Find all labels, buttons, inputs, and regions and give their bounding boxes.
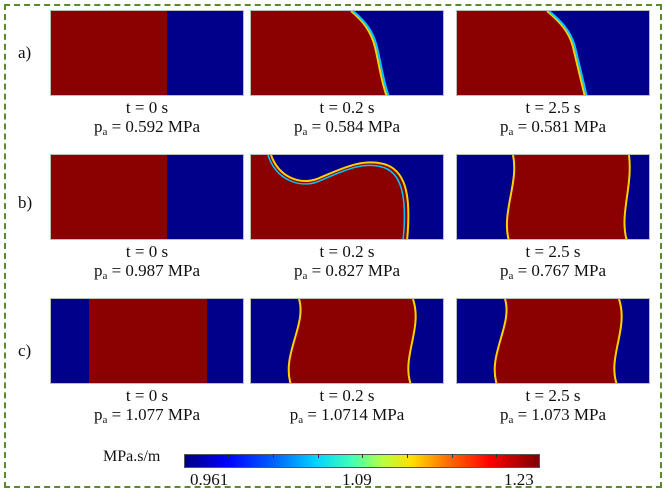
colorbar-tick [273, 454, 274, 458]
colorbar-mid-label: 1.09 [342, 470, 372, 489]
panel-a-t0 [50, 10, 244, 96]
pressure-label: pa = 0.581 MPa [499, 117, 607, 138]
pressure-label: pa = 1.077 MPa [93, 405, 201, 426]
time-label: t = 2.5 s [525, 98, 581, 117]
panel-c-t25 [456, 298, 650, 384]
pressure-label: pa = 0.767 MPa [499, 261, 607, 282]
panel-b-t25 [456, 154, 650, 240]
time-label: t = 2.5 s [525, 386, 581, 405]
row-label-c: c) [18, 341, 32, 360]
time-label: t = 0.2 s [319, 98, 375, 117]
colorbar-tick [318, 454, 319, 458]
figure-frame [4, 4, 662, 488]
row-label-a: a) [18, 43, 32, 62]
row-label-b: b) [18, 193, 33, 212]
pressure-label: pa = 1.073 MPa [499, 405, 607, 426]
panel-b-t02 [250, 154, 444, 240]
pressure-label: pa = 1.0714 MPa [289, 405, 405, 426]
time-label: t = 0.2 s [319, 386, 375, 405]
panel-c-t0 [50, 298, 244, 384]
panel-a-t25 [456, 10, 650, 96]
caption-a-t25: t = 2.5 s pa = 0.581 MPa [453, 98, 653, 142]
time-label: t = 0 s [125, 386, 169, 405]
colorbar-title: MPa.s/m [103, 448, 161, 465]
caption-b-t0: t = 0 s pa = 0.987 MPa [47, 242, 247, 286]
caption-c-t0: t = 0 s pa = 1.077 MPa [47, 386, 247, 430]
panel-a-t02 [250, 10, 444, 96]
panel-c-t02 [250, 298, 444, 384]
colorbar-tick [452, 454, 453, 458]
pressure-label: pa = 0.987 MPa [93, 261, 201, 282]
time-label: t = 0.2 s [319, 242, 375, 261]
colorbar-tick [362, 454, 363, 458]
caption-c-t02: t = 0.2 s pa = 1.0714 MPa [247, 386, 447, 430]
caption-c-t25: t = 2.5 s pa = 1.073 MPa [453, 386, 653, 430]
colorbar-tick [228, 454, 229, 458]
caption-a-t0: t = 0 s pa = 0.592 MPa [47, 98, 247, 142]
colorbar-max-label: 1.23 [504, 470, 534, 489]
caption-a-t02: t = 0.2 s pa = 0.584 MPa [247, 98, 447, 142]
time-label: t = 2.5 s [525, 242, 581, 261]
colorbar-tick [496, 454, 497, 458]
caption-b-t25: t = 2.5 s pa = 0.767 MPa [453, 242, 653, 286]
caption-b-t02: t = 0.2 s pa = 0.827 MPa [247, 242, 447, 286]
time-label: t = 0 s [125, 98, 169, 117]
pressure-label: pa = 0.592 MPa [93, 117, 201, 138]
pressure-label: pa = 0.584 MPa [293, 117, 401, 138]
panel-b-t0 [50, 154, 244, 240]
colorbar-min-label: 0.961 [190, 470, 229, 489]
pressure-label: pa = 0.827 MPa [293, 261, 401, 282]
time-label: t = 0 s [125, 242, 169, 261]
colorbar-tick [407, 454, 408, 458]
